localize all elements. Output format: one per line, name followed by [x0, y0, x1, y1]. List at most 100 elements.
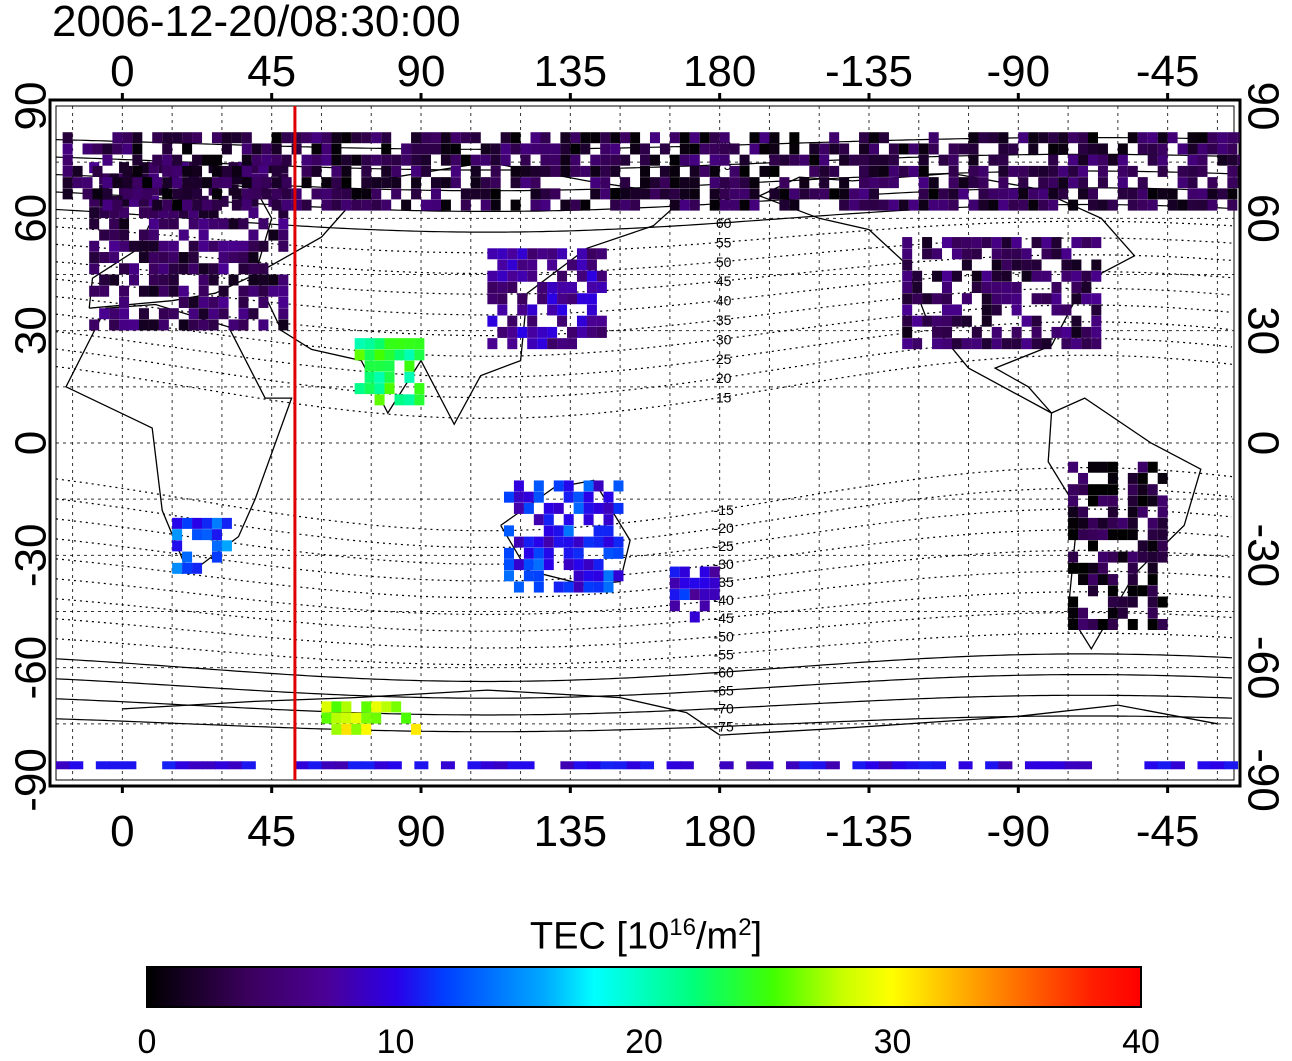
tec-cell	[321, 712, 332, 724]
tec-cell	[497, 293, 508, 305]
lat-tick-label-right: -60	[1239, 636, 1288, 700]
tec-cell	[500, 154, 511, 166]
tec-cell	[709, 199, 720, 211]
tec-cell	[494, 761, 509, 770]
tec-cell	[148, 240, 159, 252]
tec-cell	[586, 326, 597, 338]
tec-cell	[1078, 517, 1089, 529]
tec-cell	[158, 308, 169, 320]
mlat-label: 60	[716, 215, 732, 231]
tec-cell	[547, 248, 558, 260]
tec-cell	[241, 177, 252, 189]
tec-cell	[557, 315, 568, 327]
tec-cell	[868, 177, 879, 189]
tec-cell	[1237, 177, 1240, 189]
tec-cell	[527, 338, 538, 350]
tec-cell	[573, 559, 584, 571]
tec-cell	[341, 188, 352, 200]
tec-cell	[868, 165, 879, 177]
tec-cell	[669, 165, 680, 177]
tec-cell	[1091, 304, 1102, 316]
tec-cell	[769, 132, 780, 144]
tec-cell	[1058, 143, 1069, 155]
tec-cell	[308, 761, 323, 770]
tec-cell	[699, 143, 710, 155]
tec-cell	[626, 761, 641, 770]
tec-cell	[331, 165, 342, 177]
tec-cell	[630, 143, 641, 155]
tec-cell	[241, 199, 252, 211]
tec-cell	[971, 281, 982, 293]
tec-cell	[1028, 143, 1039, 155]
tec-cell	[928, 143, 939, 155]
tec-cell	[689, 188, 700, 200]
tec-cell	[948, 154, 959, 166]
tec-cell	[1038, 165, 1049, 177]
tec-cell	[261, 188, 272, 200]
tec-cell	[530, 177, 541, 189]
tec-cell	[261, 143, 272, 155]
tec-cell	[689, 154, 700, 166]
tec-cell	[520, 761, 535, 770]
tec-cell	[192, 165, 203, 177]
tec-cell	[1147, 596, 1158, 608]
tec-cell	[1157, 761, 1172, 770]
tec-cell	[583, 536, 594, 548]
tec-cell	[1247, 143, 1257, 154]
colorbar-tick-label: 20	[625, 1023, 663, 1061]
tec-cell	[809, 143, 820, 155]
lat-tick-label-left: 30	[6, 306, 55, 355]
tec-cell	[1127, 596, 1138, 608]
tec-cell	[480, 177, 491, 189]
tec-cell	[1048, 188, 1059, 200]
tec-cell	[231, 165, 242, 177]
tec-cell	[278, 319, 289, 331]
tec-cell	[1087, 517, 1098, 529]
tec-cell	[503, 559, 514, 571]
tec-cell	[132, 165, 143, 177]
tec-cell	[374, 394, 385, 406]
tec-cell	[978, 199, 989, 211]
tec-cell	[1097, 529, 1108, 541]
tec-cell	[613, 480, 624, 492]
tec-cell	[596, 315, 607, 327]
tec-cell	[56, 761, 70, 770]
tec-cell	[1061, 270, 1072, 282]
tec-cell	[759, 143, 770, 155]
tec-cell	[62, 143, 73, 155]
tec-cell	[1078, 529, 1089, 541]
lon-tick-label-top: 90	[397, 47, 446, 96]
tec-cell	[739, 177, 750, 189]
lon-tick-label-bottom: 90	[397, 807, 446, 856]
tec-cell	[404, 349, 415, 361]
tec-cell	[878, 132, 889, 144]
axis-labels: 0045459090135135180180-135-135-90-90-45-…	[6, 47, 1287, 856]
tec-cell	[387, 761, 402, 770]
tec-cell	[570, 143, 581, 155]
tec-cell	[231, 199, 242, 211]
tec-cell	[374, 360, 385, 372]
tec-cell	[998, 132, 1009, 144]
tec-cell	[839, 177, 850, 189]
lon-tick-label-bottom: -135	[825, 807, 913, 856]
mlat-label: -70	[714, 700, 734, 716]
lon-tick-label-top: 180	[683, 47, 756, 96]
tec-cell	[221, 132, 232, 144]
tec-cell	[148, 319, 159, 331]
tec-cell	[719, 154, 730, 166]
tec-cell	[102, 188, 113, 200]
tec-cell	[271, 188, 282, 200]
tec-cell	[470, 165, 481, 177]
tec-cell	[158, 319, 169, 331]
tec-cell	[1097, 618, 1108, 630]
tec-cell	[951, 315, 962, 327]
tec-cell	[1071, 293, 1082, 305]
tec-cell	[178, 229, 189, 241]
tec-cell	[1031, 293, 1042, 305]
tec-cell	[951, 270, 962, 282]
tec-cell	[1187, 188, 1198, 200]
mlat-contour	[55, 715, 1233, 733]
tec-cell	[819, 188, 830, 200]
tec-cell	[1058, 132, 1069, 144]
tec-cell	[248, 285, 259, 297]
